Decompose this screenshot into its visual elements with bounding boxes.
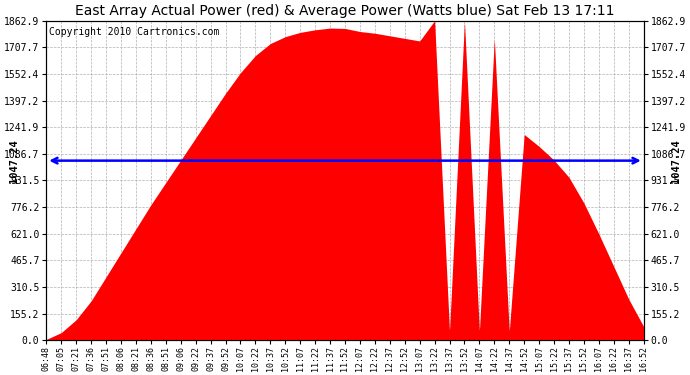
Text: 1047.24: 1047.24 bbox=[8, 139, 19, 183]
Text: 1047.24: 1047.24 bbox=[671, 139, 682, 183]
Text: Copyright 2010 Cartronics.com: Copyright 2010 Cartronics.com bbox=[50, 27, 219, 37]
Title: East Array Actual Power (red) & Average Power (Watts blue) Sat Feb 13 17:11: East Array Actual Power (red) & Average … bbox=[75, 4, 615, 18]
